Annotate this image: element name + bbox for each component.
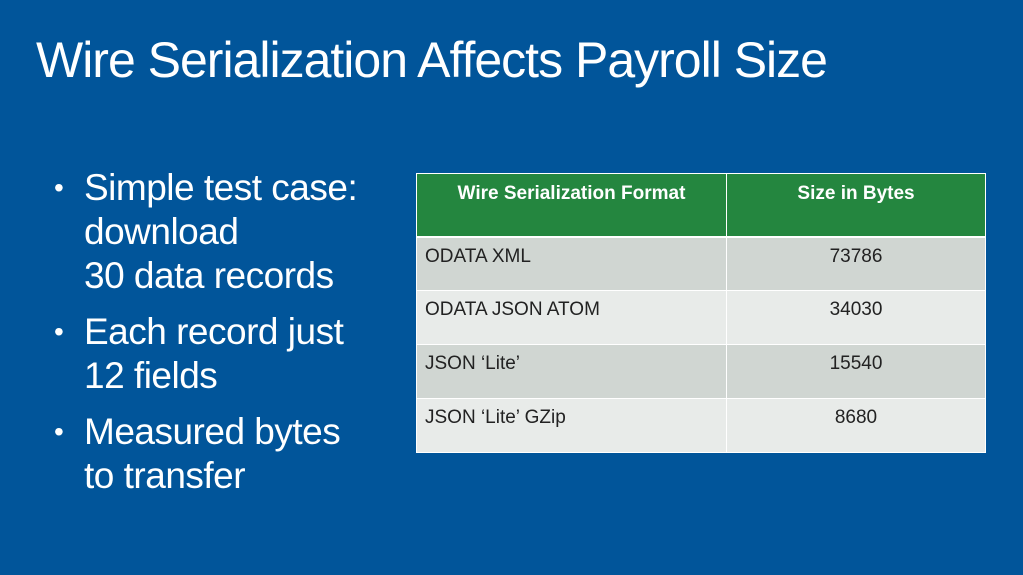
bullet-item: • Simple test case: download 30 data rec… bbox=[52, 166, 392, 298]
table-row: ODATA XML 73786 bbox=[416, 236, 986, 291]
table-row: JSON ‘Lite’ GZip 8680 bbox=[416, 398, 986, 453]
cell-size: 15540 bbox=[726, 344, 986, 399]
bullet-line: 30 data records bbox=[84, 255, 334, 296]
bullet-line: to transfer bbox=[84, 455, 246, 496]
serialization-table: Wire Serialization Format Size in Bytes … bbox=[416, 173, 986, 453]
bullet-line: Measured bytes bbox=[84, 411, 341, 452]
cell-format: JSON ‘Lite’ bbox=[416, 344, 727, 399]
bullet-line: Each record just bbox=[84, 311, 344, 352]
table-header-row: Wire Serialization Format Size in Bytes bbox=[416, 173, 986, 238]
cell-format: ODATA XML bbox=[416, 236, 727, 291]
bullet-line: 12 fields bbox=[84, 355, 218, 396]
cell-size: 8680 bbox=[726, 398, 986, 453]
table-row: JSON ‘Lite’ 15540 bbox=[416, 344, 986, 399]
bullet-list: • Simple test case: download 30 data rec… bbox=[52, 166, 392, 510]
bullet-line: Simple test case: bbox=[84, 167, 358, 208]
bullet-item: • Each record just 12 fields bbox=[52, 310, 392, 398]
cell-size: 34030 bbox=[726, 290, 986, 345]
table-row: ODATA JSON ATOM 34030 bbox=[416, 290, 986, 345]
bullet-dot-icon: • bbox=[54, 416, 64, 447]
bullet-line: download bbox=[84, 211, 239, 252]
bullet-dot-icon: • bbox=[54, 172, 64, 203]
bullet-dot-icon: • bbox=[54, 316, 64, 347]
bullet-item: • Measured bytes to transfer bbox=[52, 410, 392, 498]
header-size: Size in Bytes bbox=[726, 173, 986, 238]
cell-size: 73786 bbox=[726, 236, 986, 291]
slide-title: Wire Serialization Affects Payroll Size bbox=[36, 32, 828, 88]
cell-format: ODATA JSON ATOM bbox=[416, 290, 727, 345]
header-format: Wire Serialization Format bbox=[416, 173, 727, 238]
cell-format: JSON ‘Lite’ GZip bbox=[416, 398, 727, 453]
